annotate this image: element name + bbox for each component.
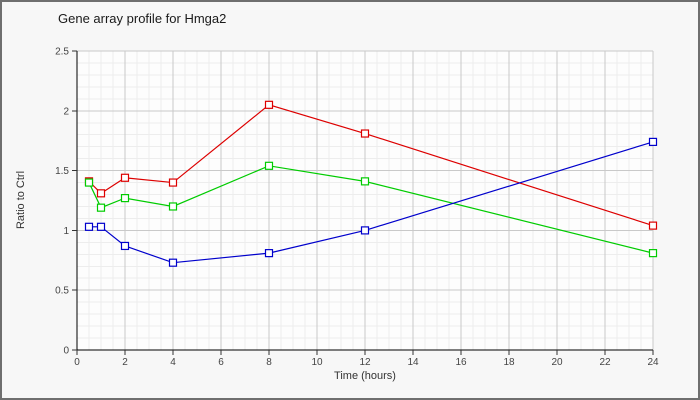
x-tick-label: 12 — [359, 357, 371, 368]
series-green-marker — [264, 161, 274, 170]
x-tick-label: 4 — [170, 357, 176, 368]
x-tick-label: 6 — [218, 357, 224, 368]
series-blue-marker — [360, 226, 370, 235]
y-tick-label: 2 — [63, 106, 69, 117]
x-tick-label: 16 — [455, 357, 467, 368]
x-tick-label: 2 — [122, 357, 128, 368]
series-blue-marker — [84, 222, 94, 231]
series-blue-marker — [648, 137, 658, 146]
x-tick-label: 22 — [599, 357, 611, 368]
series-blue-marker — [96, 222, 106, 231]
x-tick-label: 24 — [647, 357, 659, 368]
x-tick-label: 0 — [74, 357, 80, 368]
series-blue-marker — [264, 249, 274, 258]
series-red-marker — [360, 129, 370, 138]
series-green-marker — [648, 249, 658, 258]
chart-title: Gene array profile for Hmga2 — [58, 11, 227, 26]
series-green-marker — [360, 177, 370, 186]
x-tick-label: 10 — [311, 357, 323, 368]
x-tick-label: 8 — [266, 357, 272, 368]
series-green-marker — [84, 178, 94, 187]
series-red-marker — [264, 100, 274, 109]
y-axis-title: Ratio to Ctrl — [15, 170, 27, 230]
series-blue-marker — [120, 241, 130, 251]
x-tick-label: 14 — [407, 357, 419, 368]
series-red-marker — [96, 189, 106, 198]
y-tick-label: 1 — [63, 226, 69, 237]
x-axis-title: Time (hours) — [334, 370, 396, 382]
series-red-marker — [648, 221, 658, 230]
x-tick-label: 20 — [551, 357, 563, 368]
x-tick-label: 18 — [503, 357, 515, 368]
series-red-marker — [168, 178, 178, 187]
series-green-marker — [96, 203, 106, 212]
series-green-marker — [120, 194, 130, 203]
y-tick-label: 0.5 — [55, 286, 69, 297]
y-tick-label: 0 — [63, 346, 69, 357]
y-tick-label: 2.5 — [55, 47, 69, 58]
series-green-marker — [168, 202, 178, 211]
y-tick-label: 1.5 — [55, 166, 69, 177]
series-blue-marker — [168, 258, 178, 267]
series-red-marker — [120, 173, 130, 182]
